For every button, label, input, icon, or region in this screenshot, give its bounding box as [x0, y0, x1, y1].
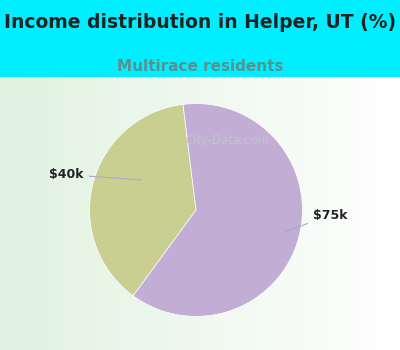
Text: City-Data.com: City-Data.com	[186, 134, 270, 147]
Wedge shape	[90, 104, 196, 296]
Wedge shape	[133, 104, 302, 316]
Text: $75k: $75k	[284, 209, 348, 232]
Text: Multirace residents: Multirace residents	[117, 58, 283, 74]
Text: $40k: $40k	[49, 168, 142, 181]
Text: Income distribution in Helper, UT (%): Income distribution in Helper, UT (%)	[4, 13, 396, 32]
